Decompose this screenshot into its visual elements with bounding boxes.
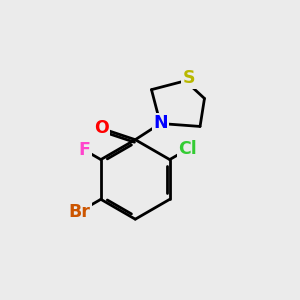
Text: Cl: Cl xyxy=(178,140,197,158)
Text: F: F xyxy=(78,141,90,159)
Text: O: O xyxy=(94,119,109,137)
Text: Br: Br xyxy=(68,203,90,221)
Text: N: N xyxy=(153,115,168,133)
Text: S: S xyxy=(183,69,195,87)
Text: N: N xyxy=(153,115,168,133)
